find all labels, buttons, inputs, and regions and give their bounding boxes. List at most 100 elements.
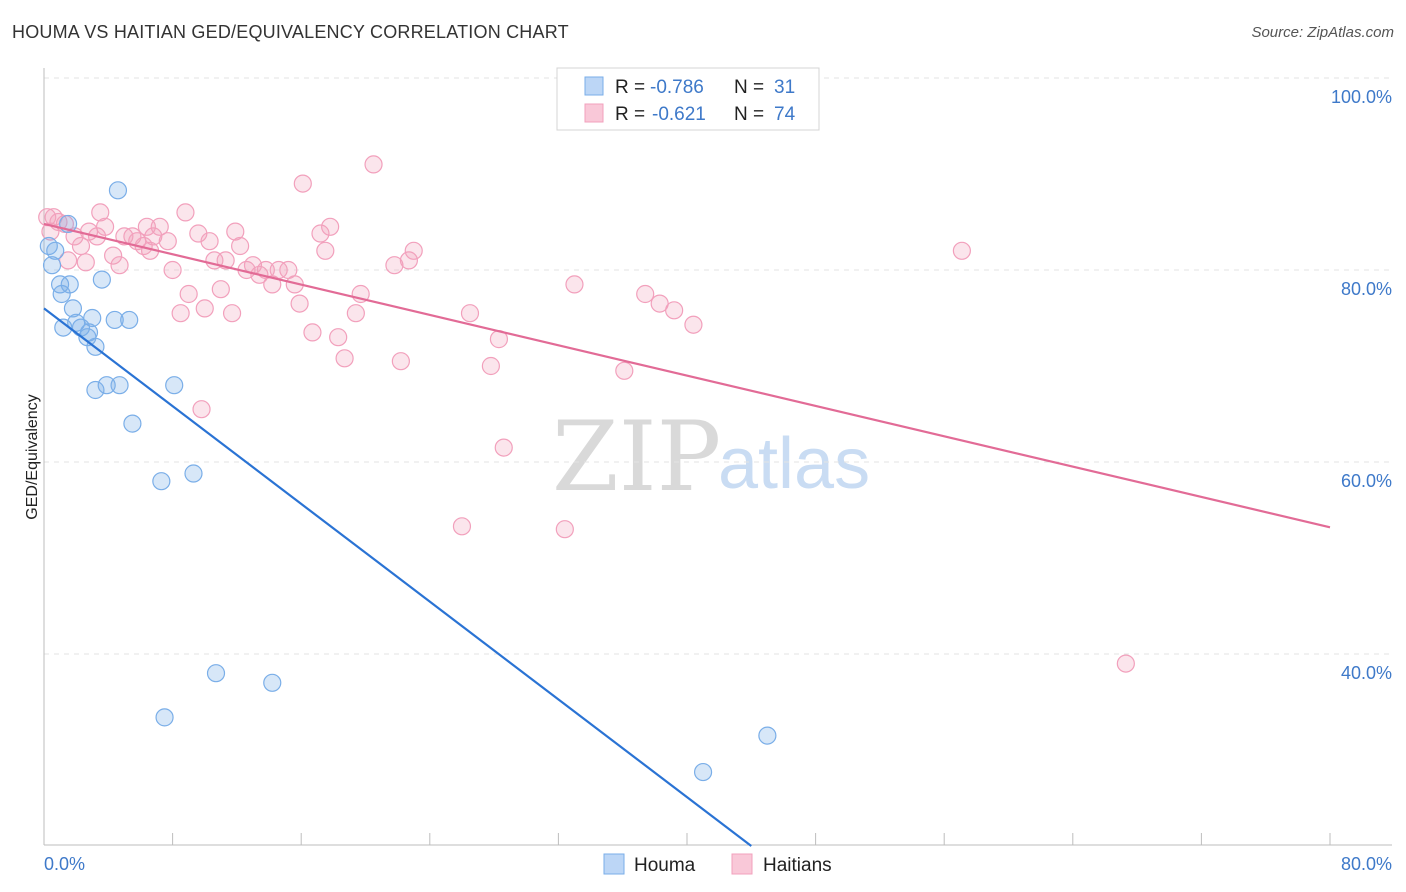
houma-trend-line [43,307,752,847]
houma-point-26 [206,664,226,683]
haitians-point-51 [329,328,348,347]
x-ticks [43,833,1331,845]
haitians-point-35 [226,222,245,241]
haitians-point-13 [104,246,123,265]
houma-point-6 [60,275,79,294]
legend-houma-r-value: -0.786 [650,77,704,98]
y-tick-label-80: 80.0% [1341,279,1392,299]
haitians-point-22 [150,217,169,236]
haitians-point-69 [636,284,655,304]
haitians-point-47 [303,323,322,342]
haitians-point-36 [231,236,250,256]
bottom-legend-haitians: Haitians [763,855,832,876]
haitians-point-64 [494,438,513,457]
haitians-point-61 [460,304,480,323]
haitians-point-24 [163,260,182,280]
haitians-point-30 [200,232,219,251]
series-legend: Houma Haitians [603,853,832,876]
haitians-point-25 [171,304,190,323]
haitians-point-60 [192,400,211,419]
chart-title: HOUMA VS HAITIAN GED/EQUIVALENCY CORRELA… [12,22,569,42]
haitians-point-58 [399,251,419,270]
legend-swatch-houma [584,76,604,96]
haitians-point-65 [452,517,472,536]
haitians-point-19 [137,217,156,236]
x-tick-label-min: 0.0% [44,854,85,874]
legend-houma-n-label: N = [734,77,764,98]
haitians-point-66 [565,275,584,294]
haitians-point-7 [71,236,91,256]
houma-point-17 [86,380,105,400]
haitians-point-21 [144,227,163,246]
haitians-point-55 [364,155,383,174]
haitians-points [38,155,1135,673]
y-tick-label-40: 40.0% [1341,663,1392,683]
haitians-point-67 [555,520,574,539]
legend-haitians-n-label: N = [734,104,764,125]
houma-point-20 [120,310,139,330]
houma-point-21 [123,414,142,433]
houma-point-19 [110,376,129,395]
legend-houma-n-value: 31 [774,77,795,98]
haitians-point-50 [321,217,340,236]
haitians-point-48 [311,224,330,243]
houma-point-30 [758,726,777,745]
haitians-point-52 [335,349,354,368]
houma-point-1 [42,256,62,275]
haitians-point-29 [195,299,214,318]
haitians-point-56 [385,256,404,275]
haitians-point-23 [158,232,177,251]
y-tick-labels: 40.0% 60.0% 80.0% 100.0% [1331,87,1392,683]
trend-lines [43,222,1331,847]
houma-point-18 [105,310,124,330]
haitians-point-12 [95,217,115,236]
legend-swatch-haitians [584,103,604,123]
houma-point-13 [83,308,102,328]
haitians-point-59 [404,241,423,260]
haitians-point-74 [1116,654,1135,673]
haitians-point-14 [110,256,129,275]
houma-point-22 [152,472,171,491]
legend-houma-r-label: R = [615,77,645,98]
houma-point-23 [165,376,184,395]
haitians-point-27 [179,284,198,304]
houma-point-25 [108,181,128,200]
haitians-point-73 [952,241,971,260]
haitians-point-8 [76,253,95,272]
y-tick-label-60: 60.0% [1341,471,1392,491]
bottom-legend-houma: Houma [634,855,696,876]
legend-haitians-r-label: R = [615,104,645,125]
houma-point-15 [92,270,111,289]
houma-point-16 [97,376,116,395]
houma-point-24 [184,464,203,483]
haitians-point-53 [346,304,365,323]
houma-point-2 [46,241,65,260]
axes [43,68,1392,846]
bottom-legend-swatch-houma [603,853,625,875]
houma-point-27 [263,673,282,692]
y-axis-label: GED/Equivalency [24,394,41,519]
haitians-point-68 [615,361,634,380]
legend-haitians-n-value: 74 [774,104,796,125]
haitians-point-46 [293,174,312,193]
haitians-point-49 [316,241,335,260]
haitians-point-72 [684,315,703,334]
watermark-zip: ZIP [552,401,721,513]
x-tick-label-max: 80.0% [1341,854,1392,874]
legend-haitians-r-value: -0.621 [652,104,706,125]
haitians-point-45 [290,294,309,313]
source-label: Source: ZipAtlas.com [1251,24,1394,41]
haitians-point-71 [665,301,684,320]
haitians-trend-line [43,222,1331,529]
houma-point-7 [63,299,83,318]
correlation-legend: R = -0.786 N = 31 R = -0.621 N = 74 [556,67,820,131]
haitians-point-26 [176,203,195,222]
haitians-point-57 [391,352,410,371]
houma-point-29 [693,762,713,782]
haitians-point-32 [211,280,230,299]
grid [44,77,1392,655]
haitians-point-34 [222,304,242,323]
y-tick-label-100: 100.0% [1331,87,1392,107]
bottom-legend-swatch-haitians [731,853,753,875]
